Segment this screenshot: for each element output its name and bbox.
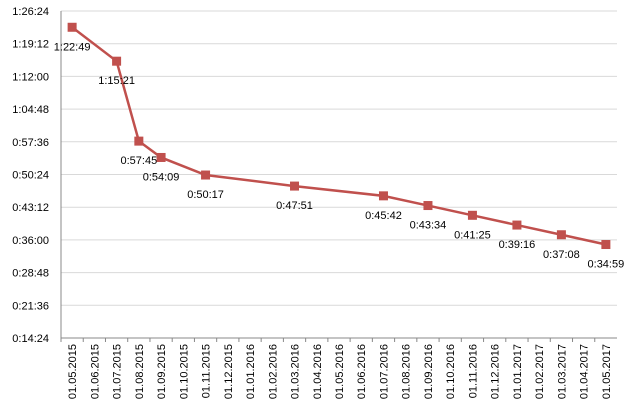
x-tick-label: 01.09.2016 [423, 344, 435, 399]
marker [156, 152, 166, 162]
x-tick-label: 01.09.2015 [156, 344, 168, 399]
x-tick-label: 01.08.2015 [134, 344, 146, 399]
y-tick-label: 1:04:48 [12, 104, 49, 116]
data-label: 0:45:42 [365, 210, 402, 222]
y-tick-label: 0:28:48 [12, 268, 49, 280]
marker [423, 201, 433, 211]
y-tick-label: 0:50:24 [12, 170, 49, 182]
x-tick-label: 01.03.2016 [290, 344, 302, 399]
marker [378, 191, 388, 201]
y-tick-label: 1:26:24 [12, 6, 49, 18]
marker [290, 181, 300, 191]
marker [201, 170, 211, 180]
marker [112, 56, 122, 66]
data-label: 1:15:21 [98, 75, 135, 87]
x-tick-label: 01.05.2015 [67, 344, 79, 399]
marker [134, 136, 144, 146]
x-tick-label: 01.12.2015 [223, 344, 235, 399]
x-tick-label: 01.03.2017 [556, 344, 568, 399]
data-label: 0:57:45 [120, 155, 157, 167]
x-tick-label: 01.01.2016 [245, 344, 257, 399]
marker [601, 240, 611, 250]
x-tick-label: 01.10.2016 [445, 344, 457, 399]
x-tick-label: 01.11.2016 [467, 344, 479, 398]
data-label: 0:47:51 [276, 200, 313, 212]
data-label: 0:34:59 [588, 259, 625, 271]
marker [467, 210, 477, 220]
data-label: 0:50:17 [187, 189, 224, 201]
x-tick-label: 01.11.2015 [201, 344, 213, 398]
x-tick-label: 01.02.2017 [534, 344, 546, 399]
y-tick-label: 0:57:36 [12, 137, 49, 149]
x-tick-label: 01.02.2016 [267, 344, 279, 399]
marker [67, 22, 77, 32]
marker [556, 230, 566, 240]
y-tick-label: 0:21:36 [12, 300, 49, 312]
marker [512, 220, 522, 230]
y-tick-label: 0:14:24 [12, 333, 49, 345]
x-tick-label: 01.10.2015 [178, 344, 190, 399]
data-label: 0:43:34 [410, 220, 447, 232]
x-tick-label: 01.04.2017 [579, 344, 591, 399]
x-tick-label: 01.07.2015 [112, 344, 124, 399]
data-label: 0:54:09 [143, 171, 180, 183]
data-label: 0:37:08 [543, 249, 580, 261]
x-tick-label: 01.04.2016 [312, 344, 324, 399]
x-tick-label: 01.05.2017 [601, 344, 613, 399]
x-tick-label: 01.12.2016 [490, 344, 502, 399]
y-tick-label: 1:19:12 [12, 39, 49, 51]
data-label: 1:22:49 [54, 41, 91, 53]
x-tick-label: 01.08.2016 [401, 344, 413, 399]
y-tick-label: 0:43:12 [12, 202, 49, 214]
x-tick-label: 01.01.2017 [512, 344, 524, 399]
x-tick-label: 01.05.2016 [334, 344, 346, 399]
x-tick-label: 01.06.2015 [89, 344, 101, 399]
y-tick-label: 1:12:00 [12, 71, 49, 83]
data-label: 0:39:16 [499, 239, 536, 251]
data-label: 0:41:25 [454, 229, 491, 241]
y-tick-label: 0:36:00 [12, 235, 49, 247]
line [71, 26, 607, 246]
x-tick-label: 01.06.2016 [356, 344, 368, 399]
x-tick-label: 01.07.2016 [378, 344, 390, 399]
